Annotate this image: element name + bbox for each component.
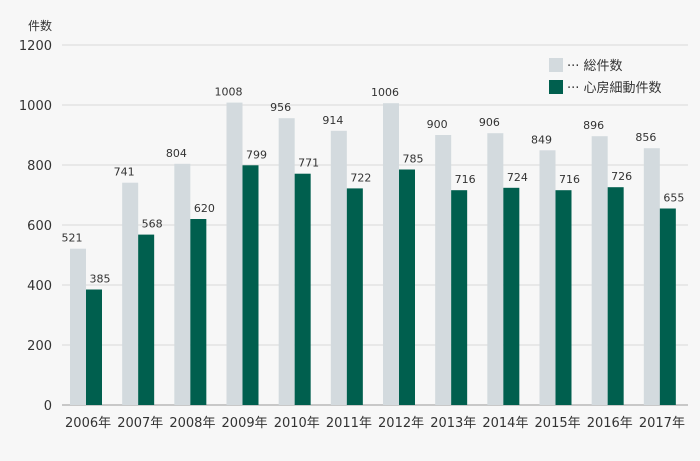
data-label: 385 — [90, 273, 111, 286]
x-tick-label: 2007年 — [117, 416, 163, 431]
total-bar — [226, 102, 243, 405]
af-bar — [607, 187, 624, 405]
data-label: 1008 — [215, 86, 243, 99]
x-tick-label: 2015年 — [535, 416, 581, 431]
x-tick-label: 2010年 — [274, 416, 320, 431]
y-tick-label: 400 — [27, 279, 52, 294]
y-tick-label: 1200 — [19, 39, 52, 54]
x-tick-label: 2006年 — [65, 416, 111, 431]
data-label: 722 — [350, 171, 371, 184]
af-bar — [242, 165, 259, 405]
y-axis-ticks: 0 200 400 600 800 1000 1200 — [19, 39, 52, 414]
total-bar — [539, 150, 556, 405]
y-tick-label: 1000 — [19, 99, 52, 114]
data-label: 1006 — [371, 86, 399, 99]
af-bar — [138, 234, 155, 405]
total-bar — [643, 148, 660, 405]
x-tick-label: 2017年 — [639, 416, 685, 431]
data-label: 716 — [559, 173, 580, 186]
data-label: 620 — [194, 202, 215, 215]
x-tick-label: 2013年 — [430, 416, 476, 431]
bars: 521 385 741 568 804 620 1008 799 956 771 914 722 100… — [62, 86, 684, 406]
data-label: 804 — [166, 147, 187, 160]
legend-swatch — [549, 80, 563, 94]
total-bar — [122, 182, 139, 405]
data-label: 849 — [531, 133, 552, 146]
total-bar — [330, 130, 347, 406]
y-tick-label: 0 — [44, 399, 52, 414]
data-label: 900 — [427, 118, 448, 131]
legend: ··· 総件数 ··· 心房細動件数 — [549, 58, 662, 96]
data-label: 856 — [635, 131, 656, 144]
y-tick-label: 200 — [27, 339, 52, 354]
data-label: 716 — [455, 173, 476, 186]
af-bar — [503, 187, 520, 405]
x-tick-label: 2009年 — [222, 416, 268, 431]
data-label: 726 — [611, 170, 632, 183]
y-tick-label: 600 — [27, 219, 52, 234]
af-bar — [555, 190, 572, 405]
af-bar — [86, 289, 102, 405]
legend-label: ··· 総件数 — [567, 59, 623, 74]
total-bar — [174, 163, 191, 405]
data-label: 785 — [403, 153, 424, 166]
x-tick-label: 2016年 — [587, 416, 633, 431]
x-tick-label: 2008年 — [169, 416, 215, 431]
y-axis-title: 件数 — [28, 18, 52, 33]
total-bar — [383, 103, 399, 405]
data-label: 771 — [298, 157, 319, 170]
x-tick-label: 2014年 — [482, 416, 528, 431]
data-label: 655 — [663, 192, 684, 205]
data-label: 521 — [62, 232, 83, 245]
af-bar — [294, 173, 311, 405]
data-label: 568 — [142, 218, 163, 231]
x-tick-label: 2012年 — [378, 416, 424, 431]
total-bar — [435, 135, 452, 405]
x-tick-label: 2011年 — [326, 416, 372, 431]
total-bar — [487, 133, 504, 405]
af-bar — [346, 188, 363, 405]
af-bar — [190, 219, 207, 405]
total-bar — [591, 136, 608, 405]
total-bar — [70, 248, 86, 405]
total-bar — [278, 118, 295, 405]
data-label: 896 — [583, 119, 604, 132]
data-label: 741 — [114, 166, 135, 179]
data-label: 724 — [507, 171, 528, 184]
af-bar — [659, 208, 676, 405]
y-tick-label: 800 — [27, 159, 52, 174]
af-bar — [399, 169, 415, 405]
data-label: 906 — [479, 116, 500, 129]
x-axis-ticks: 2006年 2007年 2008年 2009年 2010年 2011年 2012年 2013年… — [65, 416, 685, 431]
gridlines — [62, 44, 688, 406]
af-bar — [451, 190, 468, 405]
data-label: 914 — [322, 114, 343, 127]
data-label: 956 — [270, 101, 291, 114]
legend-label: ··· 心房細動件数 — [567, 80, 662, 96]
legend-swatch — [549, 58, 563, 72]
data-label: 799 — [246, 148, 267, 161]
